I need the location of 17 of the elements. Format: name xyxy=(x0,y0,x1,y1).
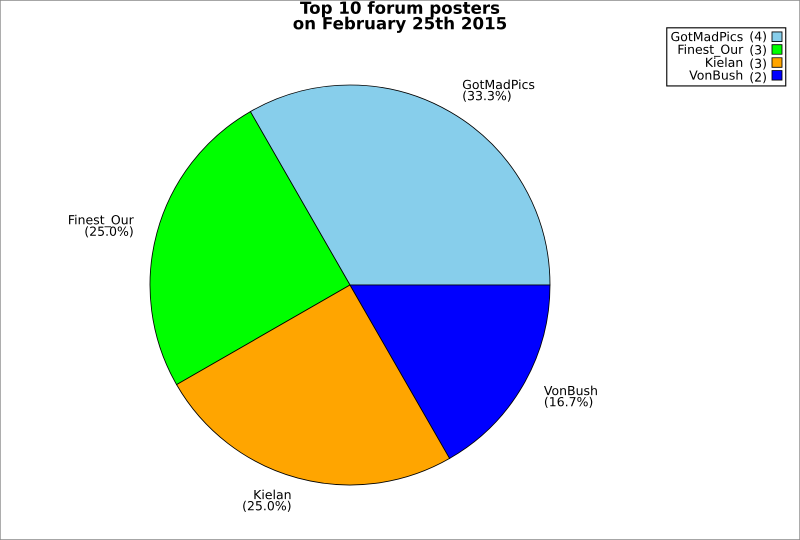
slice-label: Finest_Our xyxy=(69,214,134,228)
data-label: (16.7%) xyxy=(544,396,592,408)
legend-label: Finest_Our xyxy=(678,44,744,57)
slice-label: GotMadPics xyxy=(462,80,534,90)
slice-label: VonBush xyxy=(544,386,597,396)
text: (3) xyxy=(750,58,766,70)
data-label: (33.3%) xyxy=(463,90,511,102)
legend-label: VonBush xyxy=(689,70,742,80)
data-label: (25.0%) xyxy=(243,500,290,512)
data-label: (25.0%) xyxy=(85,226,133,238)
chart-title: Top 10 forum posters on February 25th 2015 xyxy=(293,1,506,33)
text: (3) xyxy=(750,44,766,56)
text: (2) xyxy=(750,72,766,84)
text: (4) xyxy=(750,31,766,42)
slice-label: Kielan xyxy=(254,490,291,500)
legend-label: GotMadPics xyxy=(671,32,743,42)
legend-label: Kielan xyxy=(706,57,742,68)
